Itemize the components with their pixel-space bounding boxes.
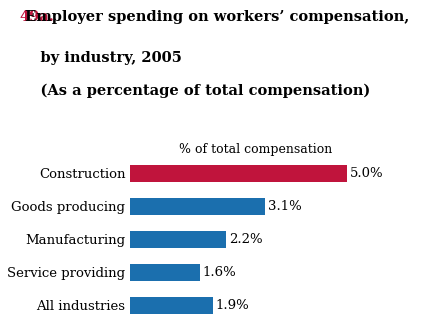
Text: by industry, 2005: by industry, 2005 — [20, 51, 181, 65]
Bar — [130, 297, 213, 314]
Text: Employer spending on workers’ compensation,: Employer spending on workers’ compensati… — [20, 10, 409, 24]
Bar — [130, 198, 265, 215]
Bar — [130, 231, 226, 248]
X-axis label: % of total compensation: % of total compensation — [179, 143, 333, 156]
Text: (As a percentage of total compensation): (As a percentage of total compensation) — [20, 84, 370, 98]
Bar — [130, 264, 200, 281]
Text: 1.9%: 1.9% — [216, 299, 250, 312]
Text: 1.6%: 1.6% — [203, 266, 237, 279]
Text: 3.1%: 3.1% — [268, 200, 302, 213]
Text: 49a.: 49a. — [20, 10, 54, 24]
Text: 5.0%: 5.0% — [350, 167, 384, 180]
Text: 2.2%: 2.2% — [229, 233, 262, 246]
Bar — [130, 165, 347, 182]
